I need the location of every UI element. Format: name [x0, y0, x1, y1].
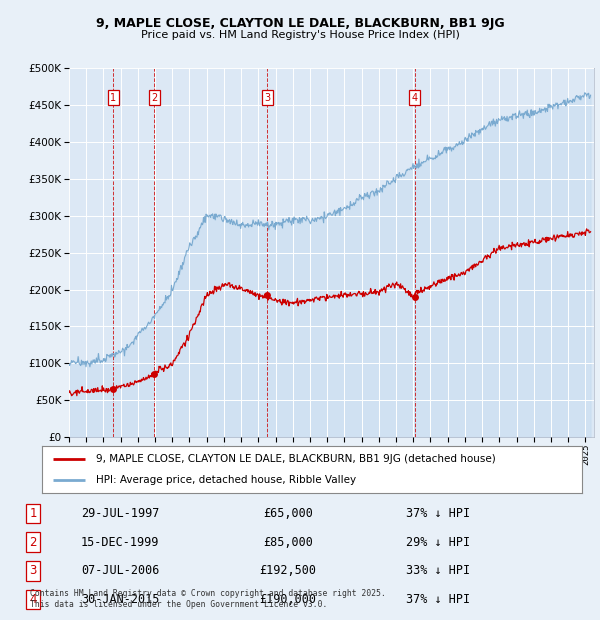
Text: Contains HM Land Registry data © Crown copyright and database right 2025.
This d: Contains HM Land Registry data © Crown c…	[30, 590, 386, 609]
Text: 15-DEC-1999: 15-DEC-1999	[81, 536, 159, 549]
Text: 29% ↓ HPI: 29% ↓ HPI	[406, 536, 470, 549]
Text: 3: 3	[264, 93, 271, 103]
Text: 3: 3	[29, 564, 37, 577]
Text: 9, MAPLE CLOSE, CLAYTON LE DALE, BLACKBURN, BB1 9JG (detached house): 9, MAPLE CLOSE, CLAYTON LE DALE, BLACKBU…	[96, 454, 496, 464]
Text: 9, MAPLE CLOSE, CLAYTON LE DALE, BLACKBURN, BB1 9JG: 9, MAPLE CLOSE, CLAYTON LE DALE, BLACKBU…	[95, 17, 505, 30]
Text: 33% ↓ HPI: 33% ↓ HPI	[406, 564, 470, 577]
Text: £190,000: £190,000	[260, 593, 317, 606]
Text: 07-JUL-2006: 07-JUL-2006	[81, 564, 159, 577]
Text: 2: 2	[29, 536, 37, 549]
Text: £85,000: £85,000	[263, 536, 313, 549]
Text: Price paid vs. HM Land Registry's House Price Index (HPI): Price paid vs. HM Land Registry's House …	[140, 30, 460, 40]
Text: 37% ↓ HPI: 37% ↓ HPI	[406, 507, 470, 520]
Text: 4: 4	[29, 593, 37, 606]
Text: 1: 1	[29, 507, 37, 520]
Text: £192,500: £192,500	[260, 564, 317, 577]
Text: 29-JUL-1997: 29-JUL-1997	[81, 507, 159, 520]
Text: 2: 2	[151, 93, 158, 103]
Text: HPI: Average price, detached house, Ribble Valley: HPI: Average price, detached house, Ribb…	[96, 476, 356, 485]
Text: 30-JAN-2015: 30-JAN-2015	[81, 593, 159, 606]
Text: 37% ↓ HPI: 37% ↓ HPI	[406, 593, 470, 606]
Text: 4: 4	[412, 93, 418, 103]
Text: £65,000: £65,000	[263, 507, 313, 520]
Text: 1: 1	[110, 93, 116, 103]
